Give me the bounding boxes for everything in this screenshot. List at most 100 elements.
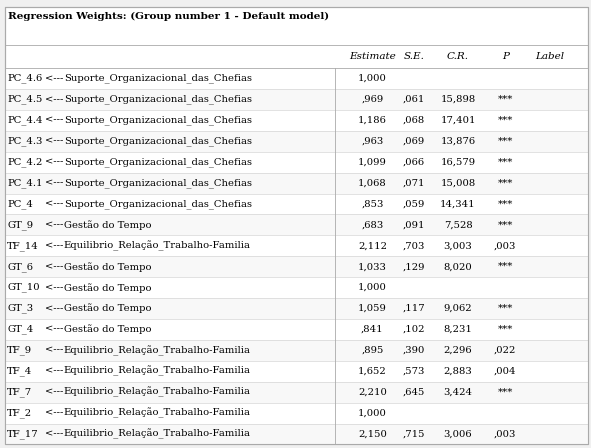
Text: Gestão do Tempo: Gestão do Tempo: [64, 304, 151, 314]
Text: ,061: ,061: [402, 95, 425, 104]
Text: PC_4.3: PC_4.3: [7, 137, 43, 146]
Text: <---: <---: [45, 158, 64, 167]
Text: 1,000: 1,000: [358, 283, 387, 292]
Text: Equilibrio_Relação_Trabalho-Familia: Equilibrio_Relação_Trabalho-Familia: [64, 241, 251, 251]
Text: Gestão do Tempo: Gestão do Tempo: [64, 220, 151, 230]
Bar: [5, 423, 588, 444]
Bar: [5, 235, 588, 256]
Text: <---: <---: [45, 179, 64, 188]
Text: 1,068: 1,068: [358, 179, 387, 188]
Text: ,841: ,841: [361, 325, 384, 334]
Text: ***: ***: [498, 325, 513, 334]
Text: 3,006: 3,006: [444, 430, 472, 439]
Text: 2,883: 2,883: [444, 367, 472, 376]
Text: PC_4.1: PC_4.1: [7, 178, 43, 188]
Text: ***: ***: [498, 179, 513, 188]
Text: 1,000: 1,000: [358, 74, 387, 83]
Text: C.R.: C.R.: [447, 52, 469, 61]
Text: 1,000: 1,000: [358, 409, 387, 418]
Text: ***: ***: [498, 388, 513, 396]
Text: ,003: ,003: [494, 430, 517, 439]
Bar: [5, 215, 588, 235]
Text: 2,112: 2,112: [358, 241, 387, 250]
Text: ,102: ,102: [402, 325, 425, 334]
Text: <---: <---: [45, 74, 64, 83]
Text: PC_4.6: PC_4.6: [7, 74, 43, 83]
Bar: [5, 319, 588, 340]
Bar: [5, 152, 588, 172]
Text: <---: <---: [45, 346, 64, 355]
Text: ,969: ,969: [361, 95, 384, 104]
Text: S.E.: S.E.: [403, 52, 424, 61]
Bar: [5, 298, 588, 319]
Bar: [5, 382, 588, 403]
Text: ***: ***: [498, 137, 513, 146]
Text: ,066: ,066: [402, 158, 425, 167]
Bar: [5, 89, 588, 110]
Text: GT_10: GT_10: [7, 283, 40, 293]
Text: GT_6: GT_6: [7, 262, 33, 271]
Text: ,059: ,059: [402, 199, 425, 208]
Bar: [5, 256, 588, 277]
Text: Equilibrio_Relação_Trabalho-Familia: Equilibrio_Relação_Trabalho-Familia: [64, 366, 251, 376]
Text: ***: ***: [498, 220, 513, 229]
Text: Suporte_Organizacional_das_Chefias: Suporte_Organizacional_das_Chefias: [64, 199, 252, 209]
Text: Gestão do Tempo: Gestão do Tempo: [64, 262, 151, 271]
Text: <---: <---: [45, 283, 64, 292]
Text: GT_9: GT_9: [7, 220, 33, 230]
Text: 2,210: 2,210: [358, 388, 387, 396]
Text: ,069: ,069: [402, 137, 425, 146]
Text: ,573: ,573: [402, 367, 425, 376]
Text: ***: ***: [498, 304, 513, 313]
Text: Gestão do Tempo: Gestão do Tempo: [64, 324, 151, 334]
Text: 8,020: 8,020: [444, 262, 472, 271]
Bar: [5, 131, 588, 152]
Text: PC_4: PC_4: [7, 199, 33, 209]
Text: <---: <---: [45, 430, 64, 439]
Bar: [5, 68, 588, 89]
Text: 14,341: 14,341: [440, 199, 476, 208]
Text: <---: <---: [45, 325, 64, 334]
Text: <---: <---: [45, 199, 64, 208]
Text: ,117: ,117: [402, 304, 425, 313]
Text: ,715: ,715: [402, 430, 425, 439]
Text: 15,008: 15,008: [440, 179, 476, 188]
Text: ,022: ,022: [494, 346, 517, 355]
Text: Suporte_Organizacional_das_Chefias: Suporte_Organizacional_das_Chefias: [64, 74, 252, 83]
Text: GT_4: GT_4: [7, 325, 33, 334]
Text: ,390: ,390: [402, 346, 425, 355]
Text: TF_4: TF_4: [7, 366, 33, 376]
Text: TF_9: TF_9: [7, 345, 33, 355]
Text: TF_2: TF_2: [7, 408, 33, 418]
Text: 1,099: 1,099: [358, 158, 387, 167]
Text: 9,062: 9,062: [444, 304, 472, 313]
Text: Equilibrio_Relação_Trabalho-Familia: Equilibrio_Relação_Trabalho-Familia: [64, 408, 251, 418]
Text: Suporte_Organizacional_das_Chefias: Suporte_Organizacional_das_Chefias: [64, 116, 252, 125]
Text: TF_7: TF_7: [7, 388, 33, 397]
Text: Equilibrio_Relação_Trabalho-Familia: Equilibrio_Relação_Trabalho-Familia: [64, 345, 251, 356]
Text: ***: ***: [498, 116, 513, 125]
Text: PC_4.2: PC_4.2: [7, 157, 43, 167]
Text: 2,296: 2,296: [444, 346, 472, 355]
Text: <---: <---: [45, 388, 64, 396]
Text: ***: ***: [498, 262, 513, 271]
Bar: [5, 361, 588, 382]
Text: Equilibrio_Relação_Trabalho-Familia: Equilibrio_Relação_Trabalho-Familia: [64, 387, 251, 397]
Text: <---: <---: [45, 262, 64, 271]
Text: Suporte_Organizacional_das_Chefias: Suporte_Organizacional_das_Chefias: [64, 178, 252, 188]
Text: 13,876: 13,876: [440, 137, 476, 146]
Text: ,004: ,004: [494, 367, 517, 376]
Text: PC_4.4: PC_4.4: [7, 116, 43, 125]
Text: Gestão do Tempo: Gestão do Tempo: [64, 283, 151, 293]
Text: <---: <---: [45, 137, 64, 146]
Text: P: P: [502, 52, 509, 61]
Bar: [5, 340, 588, 361]
Text: <---: <---: [45, 367, 64, 376]
Text: <---: <---: [45, 304, 64, 313]
Text: ,963: ,963: [361, 137, 384, 146]
Text: Label: Label: [535, 52, 564, 61]
Text: <---: <---: [45, 241, 64, 250]
Text: TF_14: TF_14: [7, 241, 39, 250]
Bar: [5, 172, 588, 194]
Text: ,071: ,071: [402, 179, 425, 188]
